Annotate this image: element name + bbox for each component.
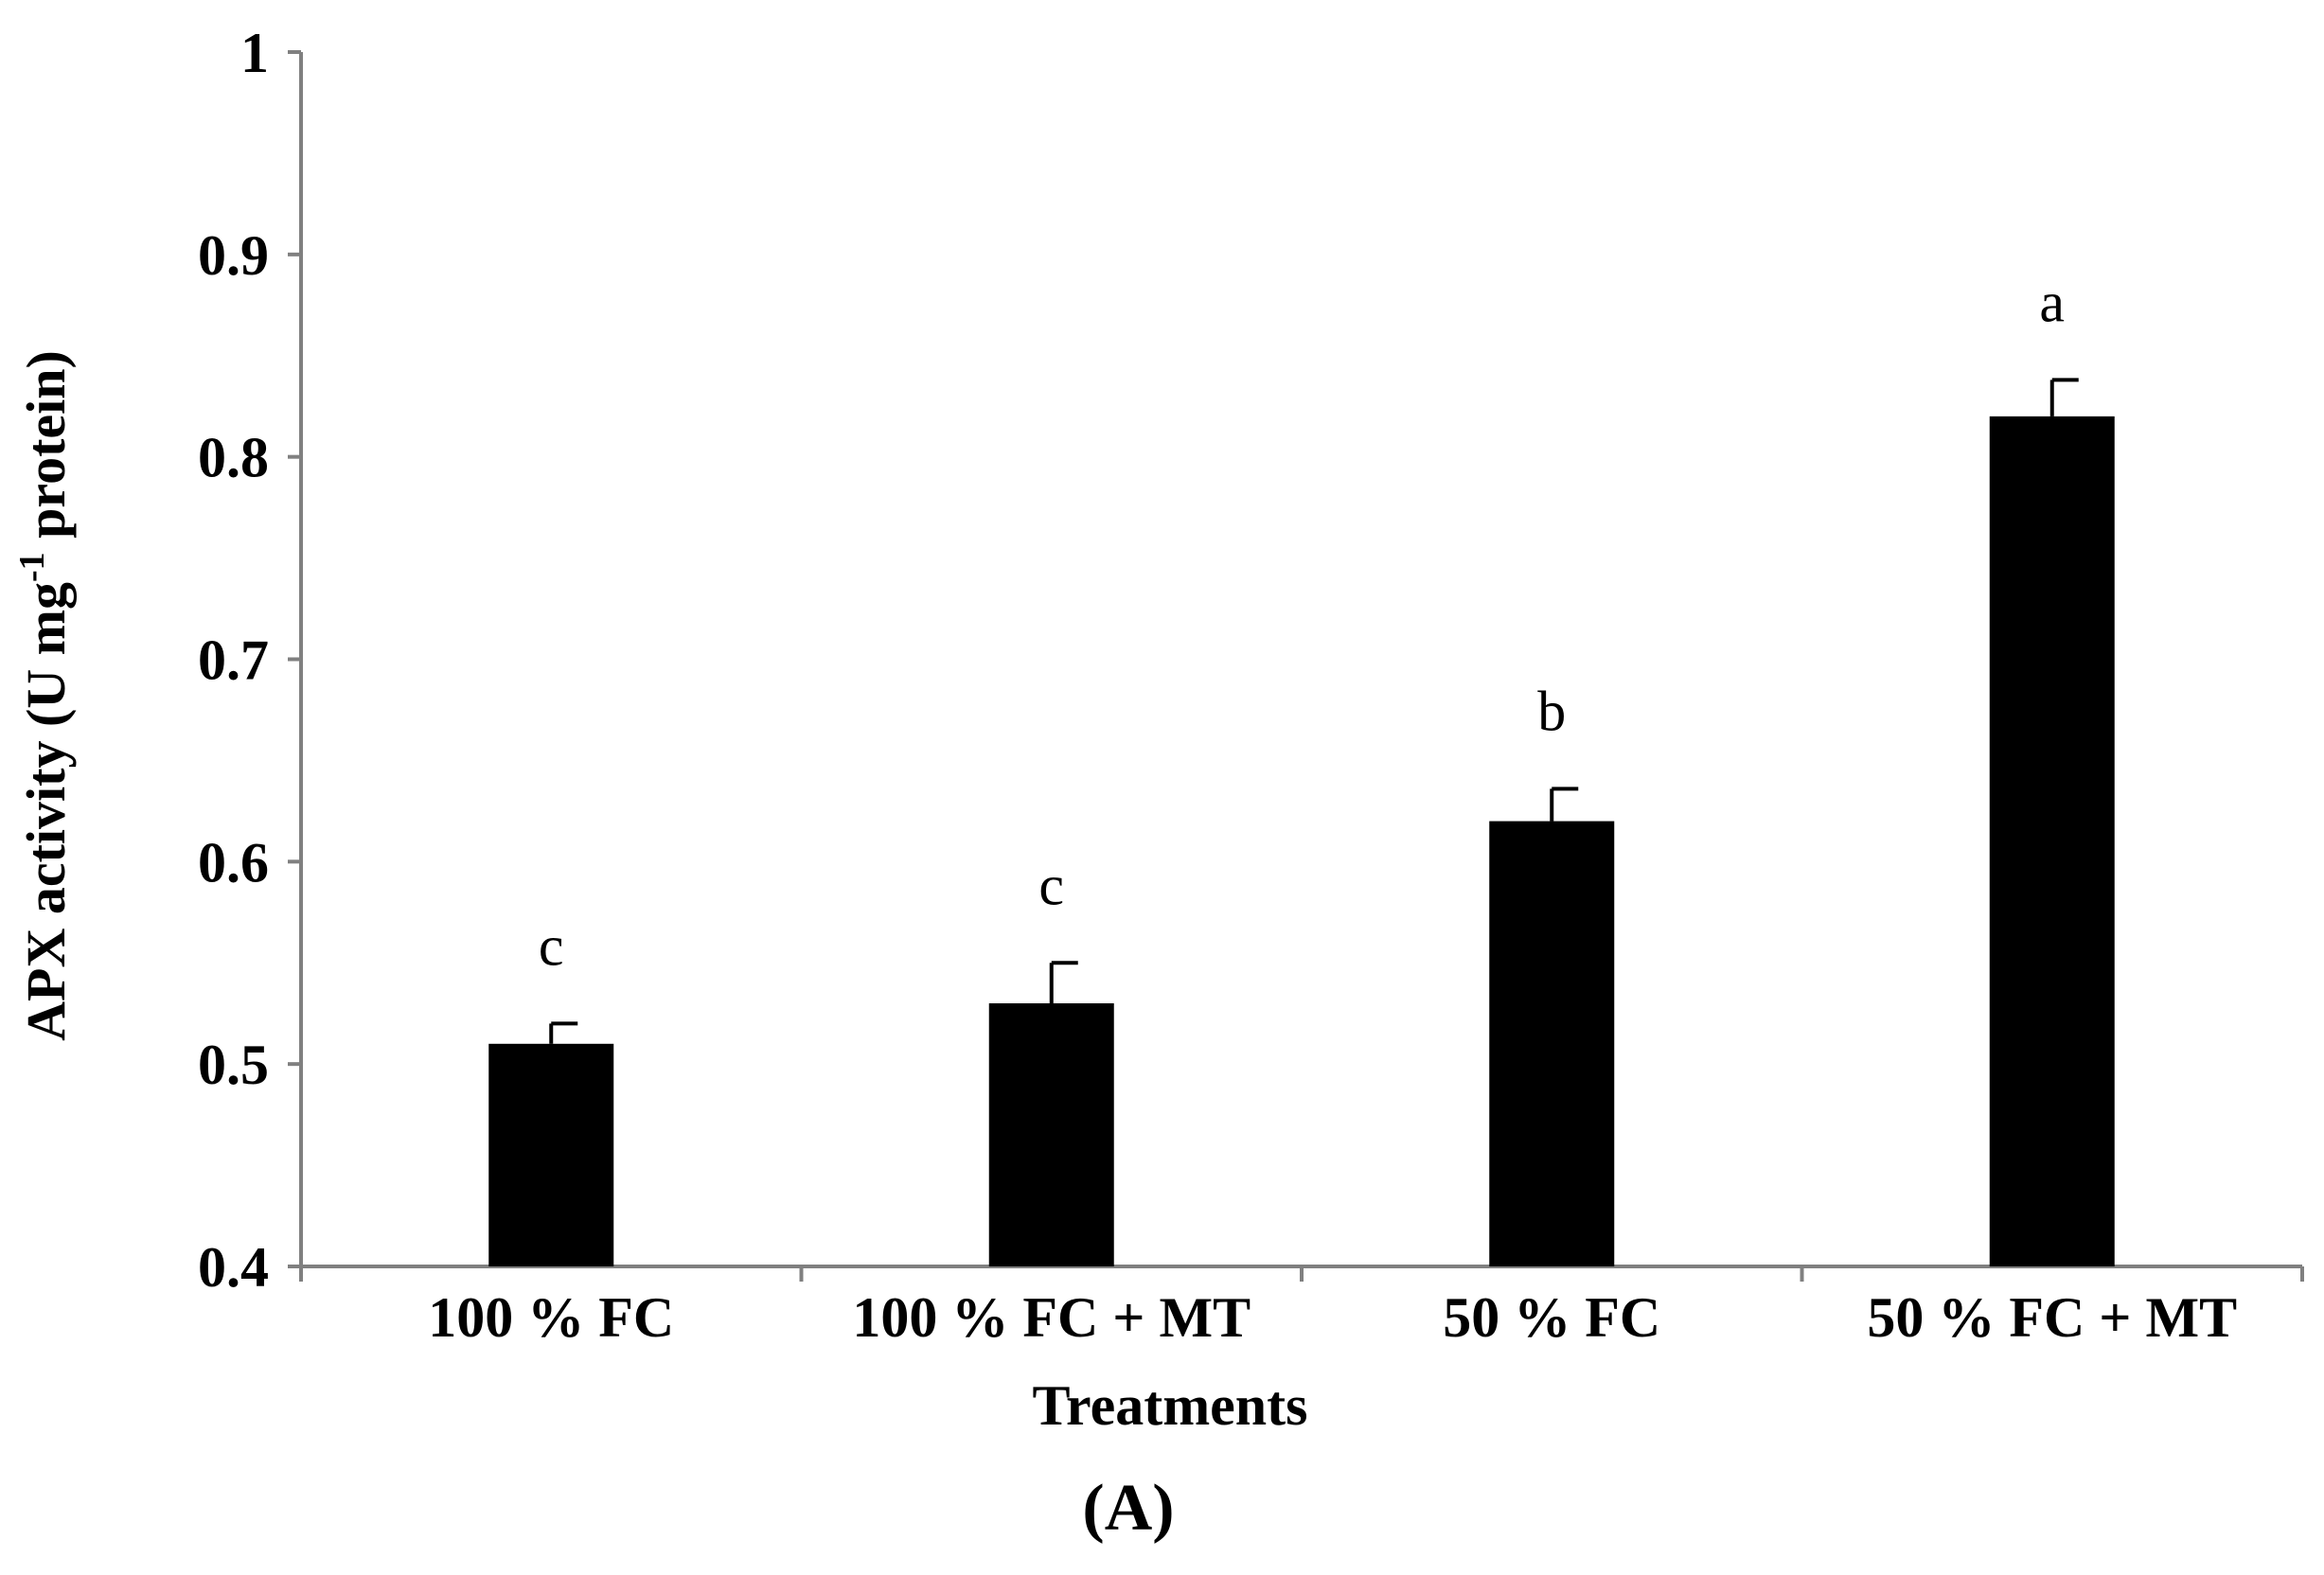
x-tick-label: 50 % FC + MT [1867, 1286, 2237, 1349]
y-tick-label: 0.8 [198, 427, 269, 489]
x-tick-label: 50 % FC [1443, 1286, 1660, 1349]
y-axis-label-superscript: -1 [12, 552, 52, 582]
x-axis-tick-labels: 100 % FC 100 % FC + MT 50 % FC 50 % FC + MT [428, 1286, 2237, 1349]
bar [1489, 821, 1615, 1266]
panel-label: (A) [1082, 1472, 1174, 1545]
y-tick-label: 0.5 [198, 1034, 269, 1096]
y-tick-label: 0.9 [198, 224, 269, 287]
significance-letter: c [1038, 854, 1064, 916]
y-axis-ticks: 0.4 0.5 0.6 0.7 0.8 0.9 1 [198, 22, 301, 1299]
x-tick-label: 100 % FC [428, 1286, 674, 1349]
significance-letter: a [2039, 271, 2065, 333]
y-axis-label-suffix: protein) [15, 350, 77, 552]
y-tick-label: 0.7 [198, 629, 269, 692]
bar [488, 1043, 614, 1266]
significance-letter: b [1537, 680, 1566, 742]
bar [1989, 416, 2115, 1266]
significance-letter: c [539, 914, 564, 977]
bars: c c b a [488, 271, 2115, 1266]
y-tick-label: 1 [240, 22, 269, 84]
y-tick-label: 0.6 [198, 831, 269, 894]
bar [988, 1003, 1114, 1266]
y-axis-label-prefix: APX activity (U mg [15, 582, 77, 1041]
x-tick-label: 100 % FC + MT [852, 1286, 1251, 1349]
y-tick-label: 0.4 [198, 1236, 269, 1299]
x-axis-label: Treatments [1032, 1374, 1307, 1437]
y-axis-label: APX activity (U mg-1 protein) [12, 350, 77, 1041]
